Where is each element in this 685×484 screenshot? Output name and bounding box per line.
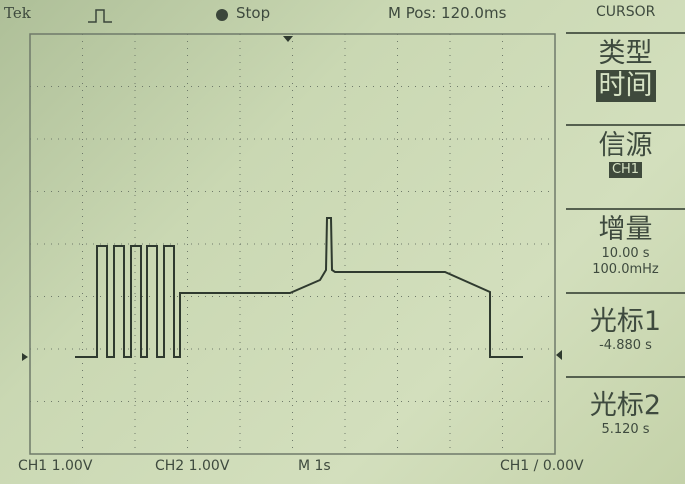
run-status: Stop <box>236 4 270 22</box>
scope-screen: Tek Stop M Pos: 120.0ms CURSOR 类型 时间 信源 … <box>0 0 685 484</box>
menu-value: 10.00 s <box>566 246 685 262</box>
horizontal-position: M Pos: 120.0ms <box>388 4 506 22</box>
trigger-info: CH1 / 0.00V <box>500 458 584 474</box>
menu-source[interactable]: 信源 CH1 <box>566 124 685 206</box>
grid <box>30 34 555 454</box>
menu-value: 100.0mHz <box>566 262 685 278</box>
waveform <box>75 218 523 357</box>
trigger-level-marker <box>556 350 562 360</box>
status-dot <box>216 9 228 21</box>
ch1-scale: CH1 1.00V <box>18 458 92 474</box>
ch1-ground-marker <box>22 353 28 361</box>
timebase: M 1s <box>298 458 331 474</box>
menu-value: 时间 <box>596 70 656 102</box>
acq-icon <box>88 10 112 22</box>
menu-label: 光标2 <box>566 390 685 422</box>
menu-label: 光标1 <box>566 306 685 338</box>
brand: Tek <box>4 4 31 22</box>
menu-label: 信源 <box>566 130 685 162</box>
trigger-position-marker <box>283 36 293 42</box>
menu-cursor2[interactable]: 光标2 5.120 s <box>566 376 685 458</box>
menu-value: 5.120 s <box>566 422 685 438</box>
menu-label: 类型 <box>566 38 685 70</box>
menu-value: -4.880 s <box>566 338 685 354</box>
menu-value: CH1 <box>609 162 642 178</box>
menu-label: 增量 <box>566 214 685 246</box>
menu-delta: 增量 10.00 s 100.0mHz <box>566 208 685 290</box>
menu-cursor1[interactable]: 光标1 -4.880 s <box>566 292 685 374</box>
menu-type[interactable]: 类型 时间 <box>566 32 685 122</box>
ch2-scale: CH2 1.00V <box>155 458 229 474</box>
menu-title: CURSOR <box>596 4 655 20</box>
